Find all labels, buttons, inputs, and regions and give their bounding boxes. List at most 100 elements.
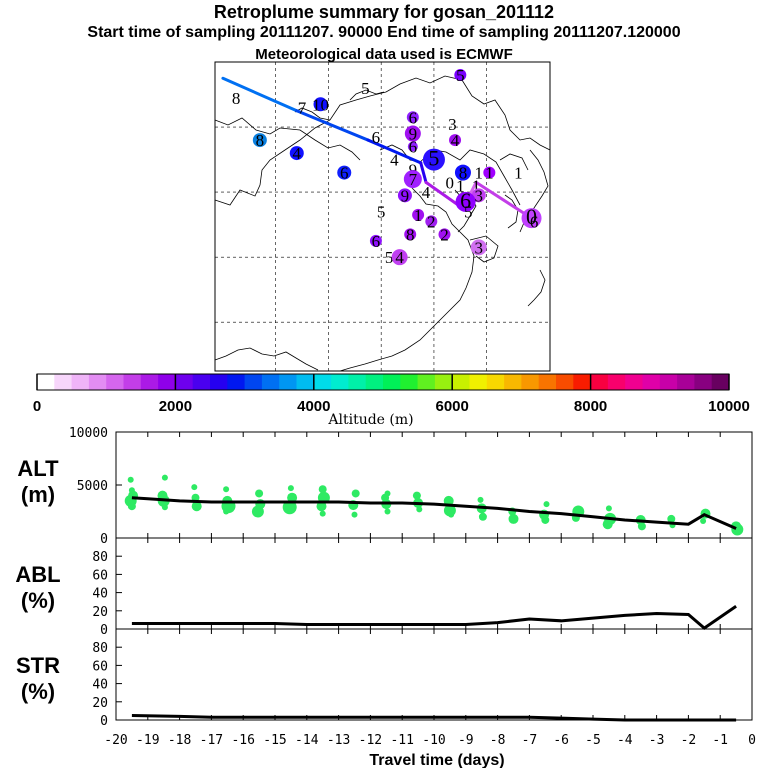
cluster-marker-label: 3 — [475, 186, 484, 205]
colorbar-swatch — [279, 374, 297, 390]
altitude-point — [318, 485, 327, 494]
cluster-marker-dot — [455, 191, 476, 212]
altitude-point — [637, 522, 646, 531]
altitude-point — [541, 515, 550, 524]
altitude-point — [508, 513, 519, 524]
panel-ylabel: ALT — [17, 456, 59, 481]
cluster-marker-label: 6 — [372, 128, 381, 147]
cluster-marker-label: 2 — [427, 212, 436, 231]
colorbar-swatch — [625, 374, 643, 390]
altitude-point — [255, 489, 264, 498]
altitude-point — [667, 514, 676, 523]
cluster-marker-label: 8 — [256, 131, 265, 150]
cluster-marker-label: 1 — [472, 177, 481, 196]
colorbar-swatch — [694, 374, 713, 390]
cluster-marker-dot — [252, 133, 267, 148]
x-tick-label: -15 — [263, 733, 286, 748]
colorbar-swatch — [642, 374, 661, 390]
colorbar-swatch — [400, 374, 419, 390]
altitude-point — [477, 496, 484, 503]
cluster-marker-label: 6 — [460, 188, 471, 213]
colorbar-swatches — [36, 373, 730, 391]
cluster-marker-label: 5 — [464, 203, 473, 222]
y-tick-label: 40 — [92, 587, 108, 602]
cluster-marker-dot — [391, 249, 408, 266]
x-tick-label: -17 — [200, 733, 223, 748]
panel-ylabel: ABL — [15, 562, 60, 587]
panel-frame — [115, 537, 753, 630]
panel-frame — [115, 628, 753, 721]
altitude-point — [223, 508, 230, 515]
colorbar-tick-label: 0 — [33, 398, 41, 415]
colorbar-swatch — [573, 374, 592, 390]
series-line — [131, 605, 737, 630]
y-tick-label: 10000 — [69, 426, 108, 441]
cluster-marker-label: 5 — [456, 66, 465, 85]
cluster-marker-dot — [470, 239, 487, 256]
cluster-marker-dot — [454, 69, 467, 82]
cluster-marker-dot — [289, 146, 304, 161]
altitude-point — [351, 489, 360, 498]
colorbar-swatch — [659, 374, 678, 390]
panel-yunit: (%) — [21, 679, 55, 704]
colorbar-swatch — [71, 374, 90, 390]
cluster-marker-dot — [407, 141, 418, 152]
colorbar-swatch — [37, 374, 55, 390]
colorbar-swatch — [88, 374, 107, 390]
cluster-marker-label: 8 — [459, 164, 468, 183]
panel-alt: ALT(m) 10000 5000 0 — [17, 426, 753, 547]
y-tick-label: 60 — [92, 568, 108, 583]
y-tick-label: 0 — [100, 714, 108, 729]
trajectory-segment — [419, 161, 428, 184]
colorbar-swatch — [192, 374, 211, 390]
y-tick-label: 60 — [92, 659, 108, 674]
cluster-marker-label: 3 — [448, 115, 457, 134]
x-tick-label: -13 — [327, 733, 350, 748]
cluster-marker-label: 6 — [530, 212, 539, 231]
cluster-marker-dot — [422, 148, 445, 171]
colorbar-swatch — [677, 374, 695, 390]
trajectory-segment — [295, 109, 370, 142]
map-frame — [214, 61, 551, 372]
y-tick-label: 5000 — [77, 479, 108, 494]
colorbar-swatch — [452, 374, 470, 390]
altitude-point — [412, 491, 421, 500]
cluster-marker-label: 5 — [428, 146, 439, 171]
altitude-point — [319, 510, 326, 517]
x-tick-label: -18 — [168, 733, 191, 748]
cluster-marker-dot — [412, 208, 425, 221]
altitude-median-line — [131, 496, 737, 530]
x-tick-label: -3 — [649, 733, 665, 748]
colorbar-swatch — [210, 374, 228, 390]
cluster-marker-label: 9 — [409, 125, 418, 144]
cluster-marker-label: 1 — [475, 164, 484, 183]
colorbar-tick-label: 10000 — [708, 398, 750, 415]
x-tick-label: 0 — [748, 733, 756, 748]
colorbar-swatch — [538, 374, 557, 390]
cluster-marker-dot — [521, 208, 542, 229]
altitude-point — [282, 500, 297, 515]
map-gridlines — [215, 62, 550, 371]
cluster-marker-dot — [369, 234, 382, 247]
trajectory-segment — [474, 180, 534, 220]
cluster-marker-dot — [403, 170, 422, 189]
chart-title: Retroplume summary for gosan_201112 — [213, 2, 555, 22]
colorbar-swatch — [607, 374, 626, 390]
colorbar-swatch — [521, 374, 540, 390]
x-tick-label: -2 — [681, 733, 697, 748]
cluster-marker-label: 2 — [440, 225, 449, 244]
cluster-marker-label: 6 — [409, 108, 418, 127]
x-tick-label: -11 — [390, 733, 413, 748]
altitude-point — [127, 476, 134, 483]
colorbar-swatch — [348, 374, 367, 390]
altitude-point — [161, 504, 168, 511]
colorbar-swatch — [313, 374, 332, 390]
cluster-marker-dot — [483, 166, 496, 179]
x-axis-label: Travel time (days) — [369, 752, 504, 768]
y-tick-label: 20 — [92, 696, 108, 711]
cluster-marker-dot — [425, 215, 438, 228]
